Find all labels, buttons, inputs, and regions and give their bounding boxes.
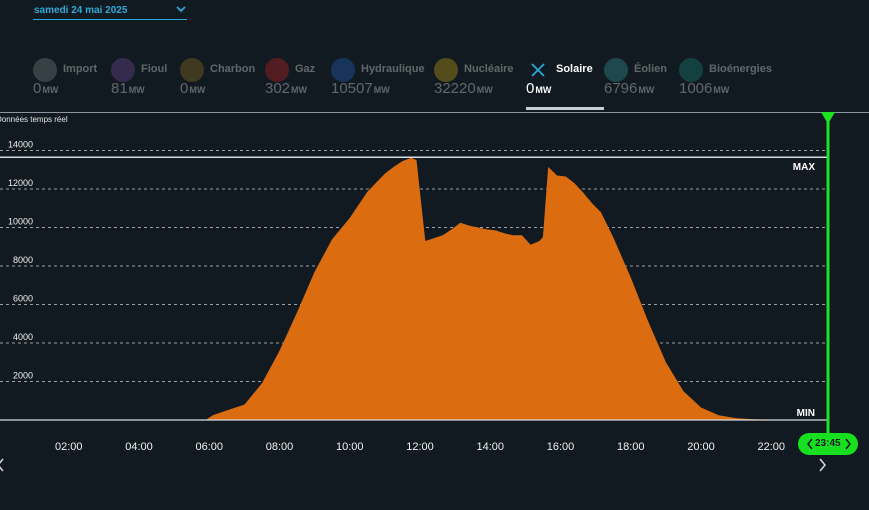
- tab-value-unit: MW: [535, 85, 552, 95]
- chevron-left-icon: [0, 458, 4, 472]
- y-tick-label: 10000: [8, 217, 33, 227]
- chevron-down-icon: [176, 6, 186, 13]
- tab-value-number: 6796: [604, 80, 638, 97]
- tab-value: 1006MW: [679, 80, 729, 97]
- tab-label: Hydraulique: [361, 63, 425, 75]
- fuel-oil-icon: [111, 58, 135, 82]
- chevron-right-icon: [845, 438, 851, 450]
- import-icon: [33, 58, 57, 82]
- min-label: MIN: [797, 408, 815, 419]
- tab-label: Gaz: [295, 63, 316, 75]
- tab-label: Éolien: [634, 63, 668, 75]
- x-tick-label: 22:00: [757, 441, 785, 453]
- solar-area: [0, 157, 842, 420]
- tab-label: Bioénergies: [709, 63, 772, 75]
- water-drop-icon: [331, 58, 355, 82]
- energy-source-tabs: Import 0MW Fioul 81MW Charbon 0MW Gaz 302MW Hydr…: [0, 55, 869, 113]
- tab-value-unit: MW: [476, 85, 493, 95]
- tab-value-number: 81: [111, 80, 128, 97]
- previous-day-button[interactable]: [0, 456, 6, 474]
- tab-value: 302MW: [265, 80, 307, 97]
- tab-value-unit: MW: [291, 85, 308, 95]
- tab-value: 10507MW: [331, 80, 390, 97]
- y-tick-label: 8000: [13, 255, 33, 265]
- gas-flame-icon: [265, 58, 289, 82]
- leaf-icon: [679, 58, 703, 82]
- x-tick-label: 10:00: [336, 441, 364, 453]
- tab-label: Import: [63, 63, 98, 75]
- x-tick-label: 04:00: [125, 441, 153, 453]
- date-select[interactable]: samedi 24 mai 2025: [33, 3, 187, 20]
- tab-value: 32220MW: [434, 80, 493, 97]
- tab-value: 0MW: [33, 80, 58, 97]
- y-tick-label: 12000: [8, 178, 33, 188]
- nuclear-icon: [434, 58, 458, 82]
- y-tick-label: 2000: [13, 371, 33, 381]
- x-tick-label: 20:00: [687, 441, 715, 453]
- tab-value-unit: MW: [373, 85, 390, 95]
- y-tick-label: 14000: [8, 140, 33, 150]
- x-tick-label: 18:00: [617, 441, 645, 453]
- tab-value-unit: MW: [638, 85, 655, 95]
- tab-value-unit: MW: [713, 85, 730, 95]
- date-label: samedi 24 mai 2025: [34, 5, 128, 16]
- x-tick-label: 02:00: [55, 441, 83, 453]
- tab-value: 81MW: [111, 80, 145, 97]
- tab-label: Nucléaire: [464, 63, 514, 75]
- active-tab-indicator: [526, 107, 604, 110]
- y-tick-label: 6000: [13, 294, 33, 304]
- tab-value-unit: MW: [189, 85, 206, 95]
- x-tick-label: 16:00: [547, 441, 575, 453]
- tab-value-number: 302: [265, 80, 291, 97]
- tab-value-number: 32220: [434, 80, 476, 97]
- tab-value: 0MW: [180, 80, 205, 97]
- tab-value-number: 0: [526, 80, 535, 97]
- tab-value-number: 1006: [679, 80, 713, 97]
- tab-label: Charbon: [210, 63, 256, 75]
- tab-label: Solaire: [556, 63, 593, 75]
- chevron-right-icon: [819, 458, 827, 472]
- tab-value-number: 10507: [331, 80, 373, 97]
- chevron-left-icon: [807, 438, 813, 450]
- tab-value-unit: MW: [128, 85, 145, 95]
- x-tick-label: 08:00: [266, 441, 294, 453]
- tab-value-number: 0: [180, 80, 189, 97]
- tab-value-number: 0: [33, 80, 42, 97]
- tab-value: 0MW: [526, 80, 551, 97]
- time-cursor-handle[interactable]: 23:45: [798, 433, 858, 455]
- current-time-label: 23:45: [815, 438, 841, 449]
- close-icon: [526, 58, 550, 82]
- y-tick-label: 4000: [13, 332, 33, 342]
- max-label: MAX: [793, 162, 816, 173]
- chart-top-border: [0, 112, 869, 113]
- wind-turbine-icon: [604, 58, 628, 82]
- x-tick-label: 12:00: [406, 441, 434, 453]
- x-tick-label: 14:00: [476, 441, 504, 453]
- next-day-button[interactable]: [815, 456, 829, 474]
- tab-label: Fioul: [141, 63, 168, 75]
- x-tick-label: 06:00: [195, 441, 223, 453]
- coal-icon: [180, 58, 204, 82]
- tab-value-unit: MW: [42, 85, 59, 95]
- tab-value: 6796MW: [604, 80, 654, 97]
- time-cursor-marker: [821, 112, 835, 124]
- realtime-label: Données temps réel: [0, 115, 68, 124]
